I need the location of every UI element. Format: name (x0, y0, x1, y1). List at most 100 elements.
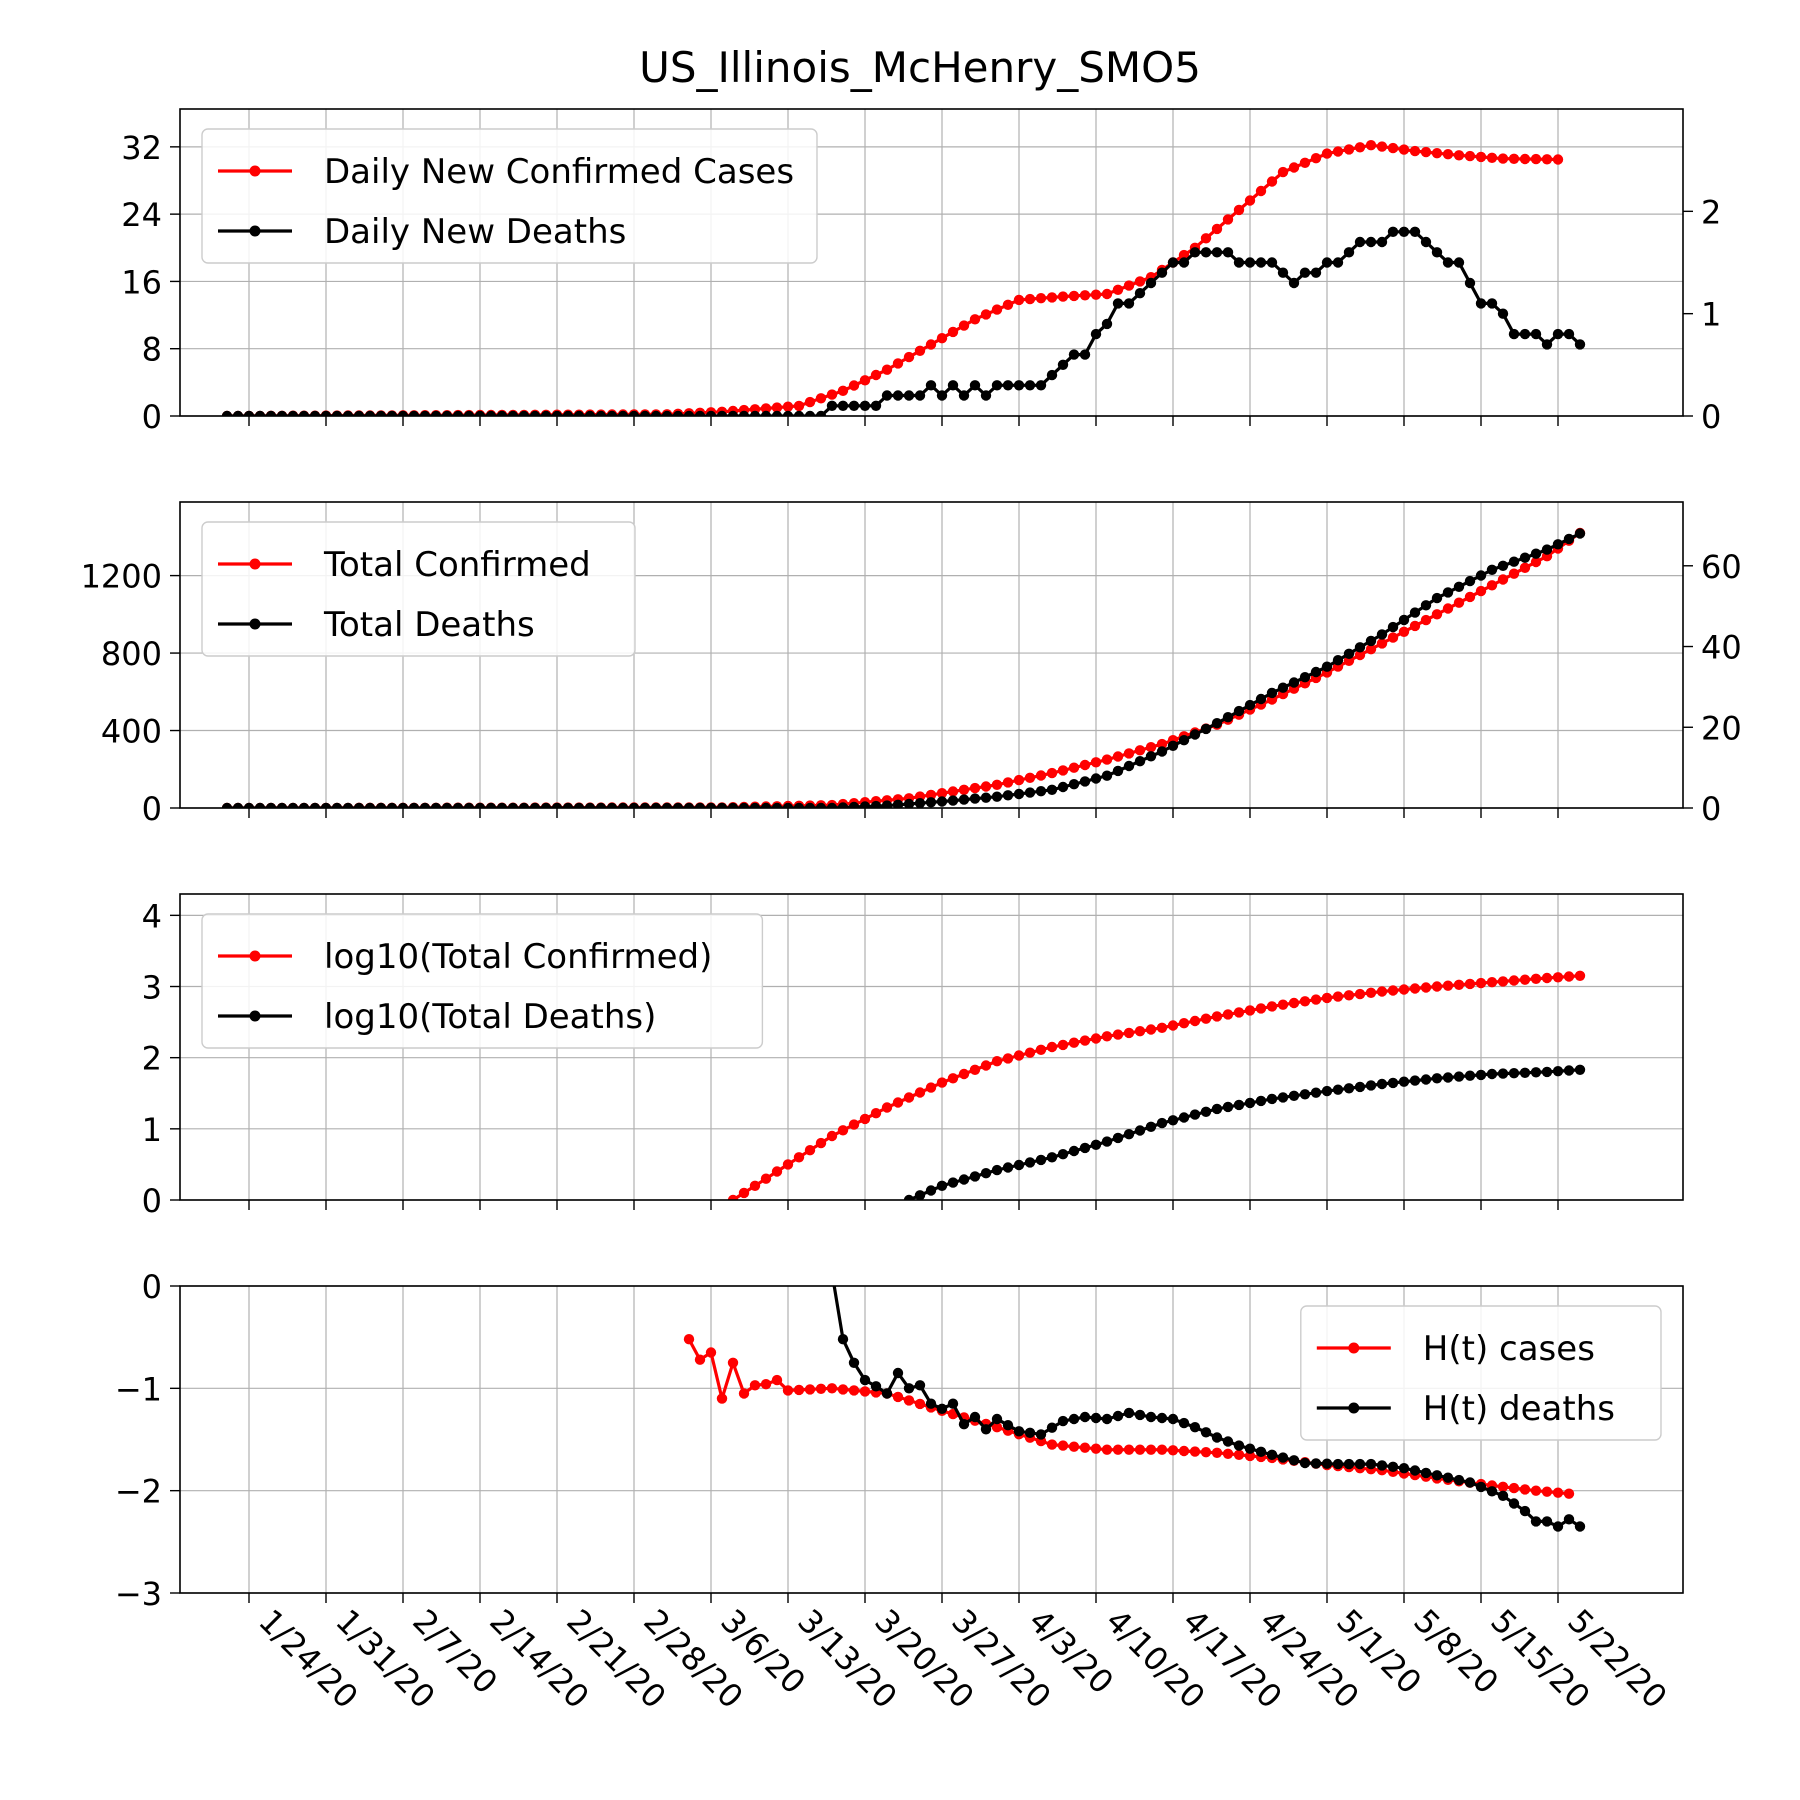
data-point (1123, 298, 1135, 309)
data-point (925, 1082, 937, 1093)
data-point (1321, 148, 1333, 159)
data-point (1002, 1162, 1014, 1173)
data-point (1024, 787, 1036, 798)
series-line (227, 230, 1582, 416)
data-point (947, 786, 959, 797)
data-point (1288, 1455, 1300, 1466)
data-point (1002, 299, 1014, 310)
data-point (221, 410, 233, 416)
data-point (331, 410, 343, 416)
data-point (1244, 1005, 1256, 1016)
data-point (1530, 1516, 1542, 1527)
data-point (936, 333, 948, 344)
data-point (1409, 620, 1421, 632)
data-point (1046, 292, 1058, 303)
y-tick-label: 0 (142, 790, 162, 828)
data-point (1310, 1087, 1322, 1098)
data-point (386, 802, 398, 808)
data-point (364, 802, 376, 808)
data-point (738, 1187, 750, 1199)
legend: log10(Total Confirmed) log10(Total Deaths… (201, 913, 764, 1049)
data-point (1255, 1095, 1267, 1107)
data-point (749, 410, 761, 416)
data-point (1486, 977, 1498, 988)
legend-label: H(t) deaths (1423, 1389, 1615, 1429)
data-point (1563, 971, 1575, 982)
data-point (507, 802, 519, 808)
data-point (1365, 236, 1377, 248)
data-point (969, 782, 981, 794)
data-point (386, 410, 398, 416)
data-point (1486, 580, 1498, 591)
data-point (1376, 1460, 1388, 1471)
data-point (903, 390, 915, 401)
data-point (1046, 1041, 1058, 1053)
data-point (1024, 293, 1036, 305)
data-point (848, 1385, 860, 1396)
legend-label: Total Confirmed (323, 545, 591, 585)
data-point (1464, 591, 1476, 603)
data-point (1079, 290, 1091, 301)
data-point (309, 410, 321, 416)
data-point (298, 802, 310, 808)
data-point (1420, 146, 1432, 158)
data-point (1310, 153, 1322, 164)
data-point (1046, 1439, 1058, 1450)
data-point (1035, 1429, 1047, 1440)
data-point (1178, 1445, 1190, 1457)
data-point (958, 390, 970, 401)
data-point (1035, 786, 1047, 797)
data-point (1409, 983, 1421, 994)
data-point (1057, 765, 1069, 776)
data-point (1244, 699, 1256, 711)
data-point (1354, 649, 1366, 661)
data-point (1167, 257, 1179, 268)
data-point (452, 410, 464, 416)
data-point (837, 1384, 849, 1395)
data-point (1145, 1121, 1157, 1133)
data-point (628, 802, 640, 808)
data-point (727, 1357, 739, 1369)
data-point (1002, 1053, 1014, 1064)
data-point (1442, 603, 1454, 614)
data-point (1497, 153, 1509, 164)
data-point (1167, 1413, 1179, 1425)
data-point (1244, 257, 1256, 268)
data-point (815, 1383, 827, 1395)
data-point (1134, 1444, 1146, 1455)
data-point (1398, 984, 1410, 995)
data-point (1090, 1033, 1102, 1044)
data-point (474, 410, 486, 416)
data-point (1101, 1413, 1113, 1425)
data-point (1277, 1452, 1289, 1463)
data-point (1574, 970, 1586, 981)
data-point (727, 1194, 739, 1200)
data-point (1398, 614, 1410, 626)
data-point (1519, 328, 1531, 340)
y-tick-label: −2 (115, 1473, 162, 1511)
data-point (441, 802, 453, 808)
data-point (1508, 1498, 1520, 1509)
data-point (1233, 1449, 1245, 1461)
data-point (848, 801, 860, 808)
data-point (1079, 759, 1091, 771)
data-point (232, 410, 244, 416)
data-point (1068, 762, 1080, 773)
data-point (1387, 632, 1399, 643)
data-point (848, 400, 860, 411)
data-point (1475, 1069, 1487, 1081)
data-point (320, 410, 332, 416)
data-point (980, 309, 992, 320)
data-point (650, 802, 662, 808)
data-point (1508, 1482, 1520, 1494)
data-point (1519, 974, 1531, 985)
legend-marker (249, 558, 261, 570)
data-point (1519, 1067, 1531, 1079)
data-point (1057, 1039, 1069, 1051)
data-point (1343, 1083, 1355, 1094)
data-point (1233, 257, 1245, 268)
data-point (936, 1403, 948, 1415)
data-point (1288, 1090, 1300, 1102)
data-point (1475, 298, 1487, 309)
data-point (353, 802, 365, 808)
